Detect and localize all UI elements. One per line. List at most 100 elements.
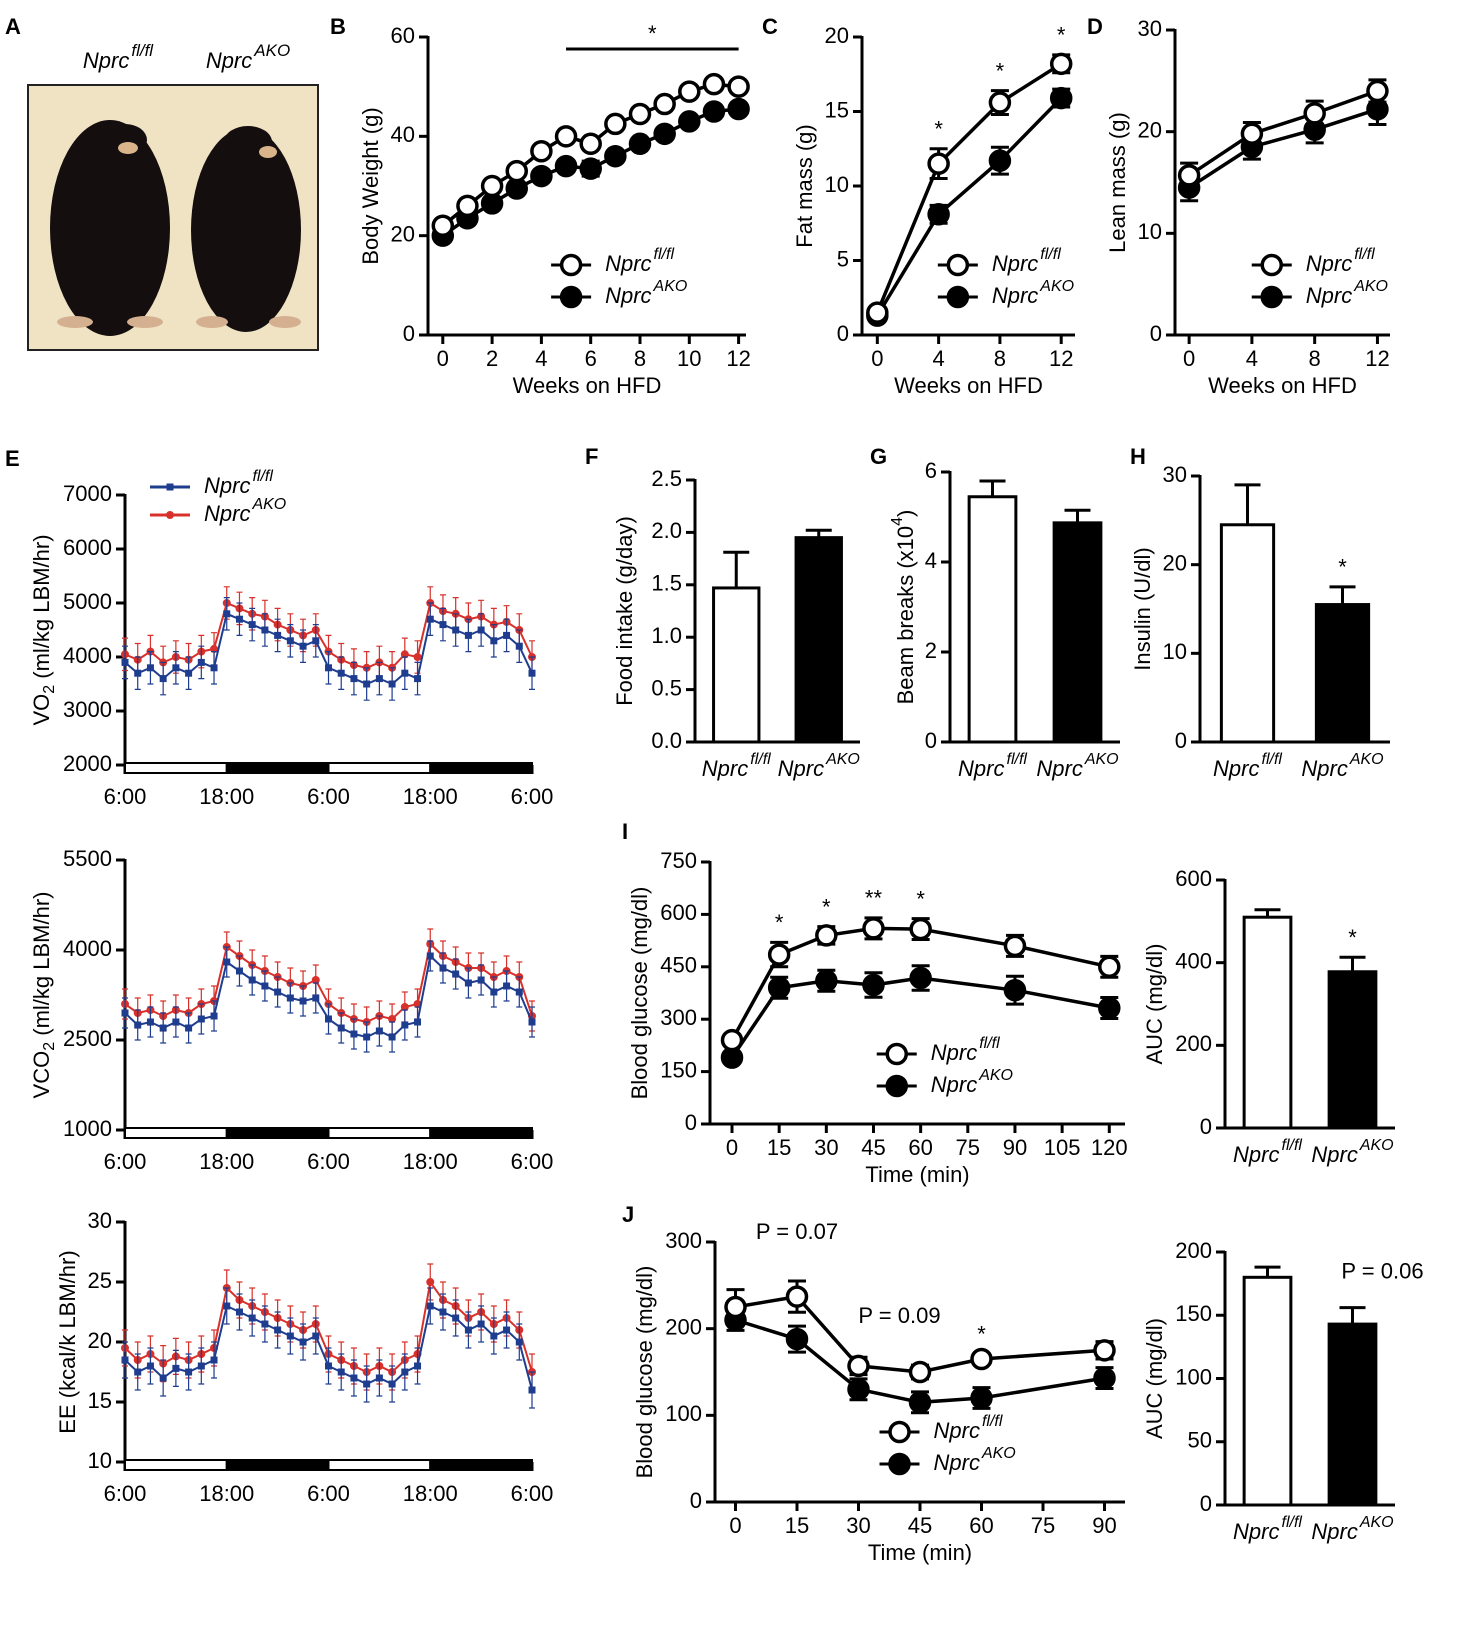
data-point bbox=[312, 637, 320, 645]
data-point bbox=[286, 637, 294, 645]
label-name: Nprc bbox=[1213, 756, 1259, 781]
legend-label: Nprc AKO bbox=[934, 1445, 1016, 1475]
y-label-text: Insulin (U/dl) bbox=[1130, 547, 1155, 670]
annotation: * bbox=[822, 894, 831, 919]
data-point bbox=[528, 669, 536, 677]
data-point bbox=[477, 1320, 485, 1328]
x-tick-label: 12 bbox=[726, 346, 750, 371]
y-tick-label: 450 bbox=[660, 953, 697, 978]
y-tick-label: 0.5 bbox=[651, 675, 682, 700]
x-tick-label: 2 bbox=[486, 346, 498, 371]
data-point bbox=[439, 964, 447, 972]
y-tick-label: 200 bbox=[1175, 1238, 1212, 1263]
data-point bbox=[235, 615, 243, 623]
panel-letter: I bbox=[622, 819, 628, 844]
x-tick-label: 0 bbox=[437, 346, 449, 371]
y-tick-label: 15 bbox=[88, 1388, 112, 1413]
data-point bbox=[452, 1314, 460, 1322]
x-tick-label: 6:00 bbox=[104, 1481, 147, 1506]
y-tick-label: 1.0 bbox=[651, 623, 682, 648]
data-point bbox=[426, 1278, 435, 1286]
x-tick-label: 0 bbox=[1183, 346, 1195, 371]
x-tick-label: 75 bbox=[956, 1135, 980, 1160]
data-point bbox=[678, 110, 701, 133]
series-line bbox=[875, 62, 1063, 314]
x-tick-label: Nprc fl/fl bbox=[1213, 751, 1282, 781]
y-tick-label: 30 bbox=[1163, 462, 1187, 487]
y-tick-label: 6 bbox=[925, 458, 937, 483]
x-tick-label: 75 bbox=[1031, 1513, 1055, 1538]
y-tick-label: 750 bbox=[660, 848, 697, 873]
y-label-text-end: (ml/kg LBM/hr) bbox=[29, 534, 54, 684]
y-label-text: Blood glucose (mg/dl) bbox=[627, 887, 652, 1100]
label-name: Nprc bbox=[1311, 1519, 1357, 1544]
annotation: * bbox=[1338, 555, 1347, 580]
data-point bbox=[530, 164, 553, 188]
data-point bbox=[1093, 1339, 1116, 1362]
x-tick-label: 4 bbox=[932, 346, 944, 371]
label-superscript: fl/fl bbox=[1354, 246, 1375, 263]
data-point bbox=[515, 988, 523, 996]
data-point bbox=[727, 75, 750, 98]
data-point bbox=[210, 1012, 218, 1020]
data-point bbox=[530, 139, 553, 163]
data-point bbox=[767, 943, 791, 966]
y-axis-label: EE (kcal/k LBM/hr) bbox=[55, 1250, 80, 1433]
legend-label: Nprc AKO bbox=[931, 1067, 1013, 1097]
annotation: ** bbox=[865, 886, 883, 911]
y-axis-label: VO2 (ml/kg LBM/hr) bbox=[29, 534, 58, 725]
light-dark-bar bbox=[124, 1127, 228, 1139]
x-axis-label: Time (min) bbox=[868, 1540, 972, 1565]
data-point bbox=[1003, 978, 1027, 1002]
y-axis-label: Blood glucose (mg/dl) bbox=[632, 1266, 657, 1479]
data-point bbox=[464, 979, 472, 987]
label-superscript: fl/fl bbox=[131, 41, 154, 60]
label-name: Nprc bbox=[1233, 1519, 1279, 1544]
y-tick-label: 0 bbox=[685, 1110, 697, 1135]
label-name: Nprc bbox=[702, 756, 748, 781]
legend-marker bbox=[888, 1452, 911, 1476]
data-point bbox=[312, 994, 320, 1002]
data-point bbox=[503, 1326, 511, 1334]
x-tick-label: Nprc fl/fl bbox=[958, 751, 1027, 781]
mouse-body bbox=[50, 120, 170, 336]
data-point bbox=[480, 174, 504, 198]
y-tick-label: 600 bbox=[1175, 866, 1212, 891]
y-tick-label: 60 bbox=[391, 23, 415, 48]
label-name: Nprc bbox=[83, 48, 129, 73]
y-axis-label: VCO2 (ml/kg LBM/hr) bbox=[29, 892, 58, 1099]
data-point bbox=[554, 125, 578, 148]
y-tick-label: 1.5 bbox=[651, 571, 682, 596]
y-tick-label: 10 bbox=[1138, 219, 1162, 244]
data-point bbox=[653, 122, 676, 146]
y-label-text-end: (ml/kg LBM/hr) bbox=[29, 892, 54, 1042]
y-tick-label: 4000 bbox=[63, 936, 112, 961]
legend-label: Nprc AKO bbox=[992, 278, 1074, 308]
data-point bbox=[908, 1360, 932, 1384]
light-dark-bar bbox=[429, 1459, 533, 1471]
data-point bbox=[235, 967, 243, 975]
data-point bbox=[678, 80, 701, 103]
y-tick-label: 20 bbox=[88, 1328, 112, 1353]
data-point bbox=[299, 1338, 307, 1346]
y-tick-label: 10 bbox=[825, 172, 849, 197]
data-point bbox=[325, 664, 332, 672]
error-bar bbox=[1329, 585, 1356, 605]
series-line bbox=[1188, 89, 1378, 177]
y-tick-label: 10 bbox=[88, 1448, 112, 1473]
label-superscript: AKO bbox=[1359, 1137, 1394, 1154]
mouse-foot bbox=[196, 316, 228, 328]
y-tick-label: 25 bbox=[88, 1268, 112, 1293]
y-tick-label: 2 bbox=[925, 638, 937, 663]
data-point bbox=[325, 1015, 332, 1023]
data-point bbox=[146, 1018, 154, 1026]
data-point bbox=[579, 132, 602, 156]
label-name: Nprc bbox=[605, 251, 651, 276]
legend-marker bbox=[946, 253, 970, 277]
legend-marker bbox=[166, 511, 174, 519]
error-bar bbox=[1254, 1265, 1281, 1278]
data-point bbox=[1098, 955, 1121, 979]
x-tick-label: 30 bbox=[814, 1135, 838, 1160]
legend-label: Nprc AKO bbox=[605, 278, 687, 308]
